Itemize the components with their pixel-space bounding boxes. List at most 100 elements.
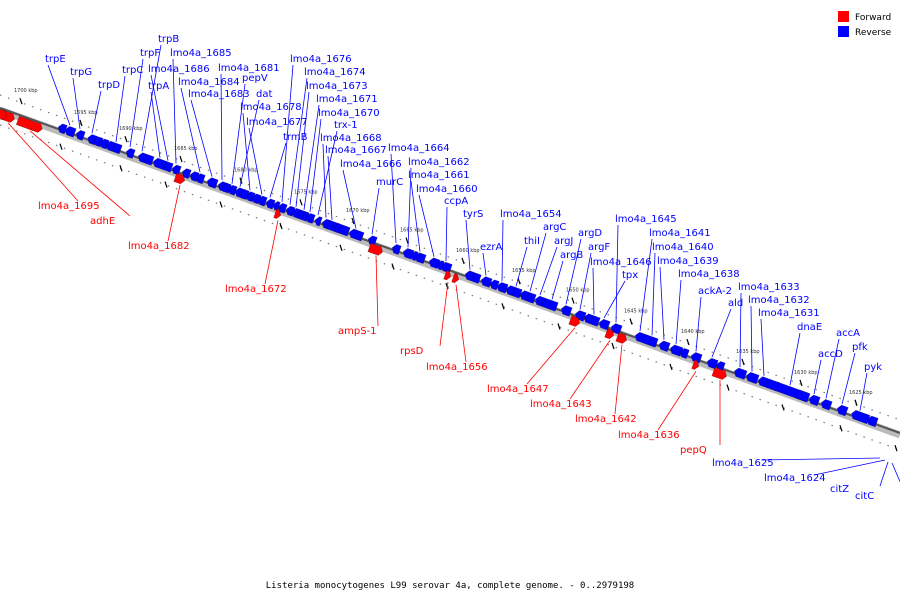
gene-reverse-block[interactable]	[57, 123, 68, 135]
gene-reverse-ald[interactable]	[706, 357, 719, 370]
gene-reverse-lmo4a_1654[interactable]	[496, 281, 509, 294]
gene-label-leader	[526, 327, 576, 385]
gene-label: lmo4a_1656	[426, 362, 488, 373]
scale-tick-label: 1635 kbp	[736, 349, 760, 355]
gene-reverse-lmo4a_1683[interactable]	[206, 177, 219, 189]
gene-label-leader	[322, 143, 327, 218]
gene-label: ampS-1	[338, 326, 377, 337]
gene-reverse-tpx[interactable]	[598, 318, 611, 331]
gene-reverse-lmo4a_1645[interactable]	[610, 323, 623, 335]
gene-reverse-accD[interactable]	[808, 394, 821, 407]
scale-tick-label: 1650 kbp	[566, 288, 590, 294]
gene-reverse-block[interactable]	[519, 290, 530, 302]
gene-reverse-lmo4a_1662[interactable]	[402, 247, 415, 260]
gene-reverse-lmo4a_1660[interactable]	[428, 257, 441, 270]
gene-reverse-block[interactable]	[866, 415, 879, 428]
gene-reverse-trx-1[interactable]	[314, 216, 323, 227]
gene-forward-lmo4a_1647[interactable]	[568, 315, 581, 328]
gene-forward-rpsD[interactable]	[443, 270, 453, 282]
scale-tick-mark-lower	[501, 303, 505, 310]
gene-reverse-lmo4a_1670[interactable]	[305, 212, 316, 224]
gene-label-leader	[529, 232, 547, 292]
gene-label-leader	[242, 112, 251, 191]
gene-reverse-block[interactable]	[489, 279, 500, 291]
gene-label: argF	[588, 242, 610, 253]
gene-reverse-lmo4a_1664[interactable]	[391, 243, 402, 255]
gene-label-leader	[813, 359, 822, 395]
gene-label-leader	[859, 372, 868, 411]
gene-forward-ampS-1[interactable]	[367, 242, 384, 256]
gene-reverse-block[interactable]	[105, 140, 116, 152]
gene-forward-lmo4a_1636[interactable]	[691, 359, 701, 371]
gene-reverse-trpE[interactable]	[64, 125, 77, 138]
gene-label: lmo4a_1654	[500, 209, 562, 220]
gene-reverse-block[interactable]	[272, 200, 281, 212]
gene-reverse-lmo4a_1639[interactable]	[658, 340, 671, 353]
gene-reverse-block[interactable]	[221, 182, 232, 194]
scale-tick-label: 1630 kbp	[794, 370, 818, 376]
gene-reverse-block[interactable]	[641, 334, 652, 346]
gene-reverse-block[interactable]	[142, 154, 155, 166]
gene-reverse-lmo4a_1666[interactable]	[348, 228, 365, 242]
gene-reverse-block[interactable]	[338, 224, 351, 237]
gene-reverse-block[interactable]	[765, 379, 780, 392]
gene-reverse-ezrA[interactable]	[480, 276, 493, 288]
gene-label: lmo4a_1660	[416, 184, 478, 195]
gene-reverse-trpA[interactable]	[152, 157, 169, 171]
gene-reverse-block[interactable]	[471, 272, 482, 284]
gene-reverse-trmB[interactable]	[265, 198, 276, 210]
gene-reverse-block[interactable]	[794, 389, 811, 403]
gene-label-leader	[309, 118, 322, 212]
gene-reverse-block[interactable]	[436, 260, 445, 271]
gene-reverse-block[interactable]	[410, 250, 419, 262]
gene-label: trx-1	[334, 120, 358, 131]
gene-label: lmo4a_1641	[649, 228, 711, 239]
gene-label: ccpA	[444, 196, 468, 207]
gene-reverse-lmo4a_1686[interactable]	[163, 161, 174, 173]
scale-tick-label: 1695 kbp	[74, 110, 98, 116]
gene-label: lmo4a_1625	[712, 458, 774, 469]
scale-tick-mark	[629, 318, 633, 325]
gene-reverse-pfk[interactable]	[836, 404, 849, 417]
scale-tick-mark-lower	[726, 384, 730, 391]
gene-label-leader	[281, 64, 294, 202]
gene-label-leader	[7, 122, 79, 202]
scale-tick-mark	[571, 297, 575, 304]
gene-reverse-block[interactable]	[239, 189, 250, 201]
gene-reverse-argD[interactable]	[560, 304, 573, 317]
gene-label-leader	[659, 266, 665, 340]
gene-forward-adhE[interactable]	[15, 115, 44, 133]
gene-forward-lmo4a_1656[interactable]	[451, 273, 461, 284]
gene-label-leader	[418, 194, 435, 257]
gene-reverse-block[interactable]	[583, 313, 594, 325]
scale-tick-mark-lower	[391, 263, 395, 270]
gene-reverse-lmo4a_1632[interactable]	[745, 371, 760, 385]
gene-reverse-block[interactable]	[181, 168, 192, 180]
gene-reverse-trpG[interactable]	[75, 129, 86, 141]
gene-reverse-block[interactable]	[679, 347, 690, 359]
gene-label-leader	[129, 58, 144, 148]
gene-reverse-block[interactable]	[189, 170, 200, 183]
scale-tick-mark	[124, 135, 128, 143]
gene-reverse-accA[interactable]	[820, 398, 833, 411]
gene-forward-block[interactable]	[0, 108, 8, 121]
gene-reverse-lmo4a_1685[interactable]	[171, 164, 182, 176]
gene-forward-lmo4a_1643[interactable]	[604, 328, 616, 340]
gene-reverse-block[interactable]	[541, 298, 552, 310]
gene-reverse-block[interactable]	[505, 285, 516, 297]
gene-reverse-trpF[interactable]	[125, 147, 136, 159]
gene-reverse-lmo4a_1638[interactable]	[669, 344, 684, 357]
gene-reverse-block[interactable]	[296, 209, 305, 220]
gene-forward-lmo4a_1672[interactable]	[273, 208, 283, 220]
gene-forward-lmo4a_1682[interactable]	[173, 172, 186, 185]
gene-label: tpx	[622, 270, 638, 281]
gene-label-leader	[115, 75, 126, 142]
gene-reverse-block[interactable]	[251, 193, 262, 205]
gene-label: citZ	[830, 484, 849, 495]
gene-reverse-lmo4a_1633[interactable]	[733, 367, 748, 380]
gene-forward-pepQ[interactable]	[711, 367, 728, 380]
gene-reverse-pyk[interactable]	[850, 409, 871, 425]
gene-label: lmo4a_1671	[316, 94, 378, 105]
gene-forward-lmo4a_1642[interactable]	[615, 332, 628, 345]
